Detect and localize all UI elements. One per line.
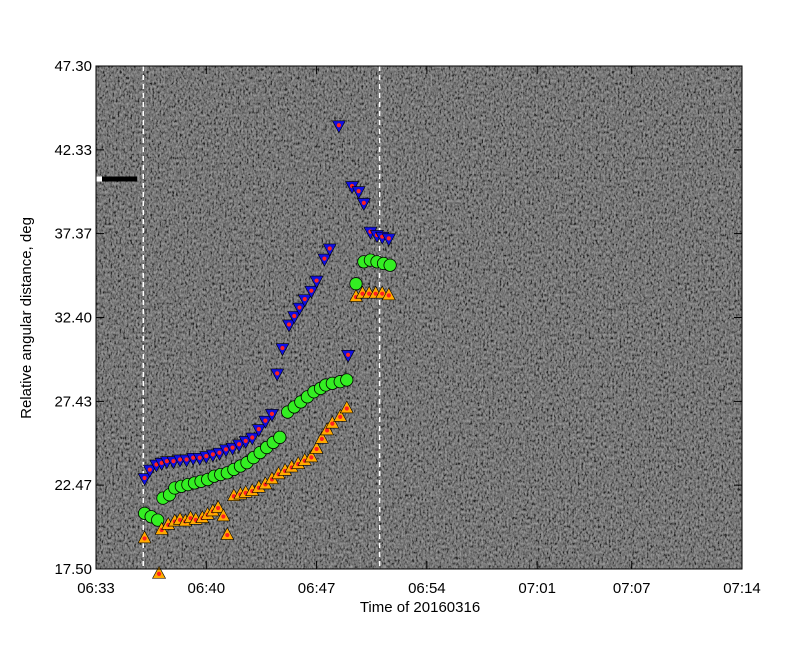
y-tick-label: 42.33 xyxy=(54,142,92,159)
data-point-triangle-down-center xyxy=(386,236,391,241)
data-point-triangle-up-center xyxy=(319,436,324,441)
off-plot-markers xyxy=(152,565,167,579)
data-point-triangle-up-center xyxy=(373,291,378,296)
x-tick-label: 06:40 xyxy=(188,580,226,597)
x-axis-ticks: 06:33 06:40 06:47 06:54 07:01 07:07 07:14 xyxy=(77,66,761,597)
x-tick-label: 07:07 xyxy=(613,580,651,597)
data-point-triangle-up-center xyxy=(344,406,349,411)
data-point-triangle-down-center xyxy=(159,460,164,465)
data-point-triangle-down-center xyxy=(314,278,319,283)
data-point-triangle-down-center xyxy=(197,455,202,460)
y-axis-ticks: 17.50 22.47 27.43 32.40 37.37 42.33 47.30 xyxy=(54,58,742,578)
data-point-triangle-down-center xyxy=(177,457,183,462)
data-point-triangle-down-center xyxy=(269,411,275,416)
x-tick-label: 06:47 xyxy=(298,580,336,597)
data-point-triangle-down-center xyxy=(217,450,222,455)
data-point-triangle-down-center xyxy=(147,467,152,472)
data-point-circle xyxy=(383,258,397,272)
x-tick-label: 07:01 xyxy=(518,580,556,597)
x-tick-label: 06:33 xyxy=(77,580,115,597)
x-axis-title: Time of 20160316 xyxy=(360,599,480,616)
data-point-triangle-down-center xyxy=(223,447,229,452)
data-point-triangle-down-center xyxy=(356,188,361,194)
data-point-triangle-down-center xyxy=(256,426,261,432)
data-point-triangle-up-center xyxy=(225,532,230,538)
data-point-triangle-down-center xyxy=(292,313,297,319)
data-point-triangle-up-center xyxy=(309,455,314,460)
data-point-triangle-down-center xyxy=(142,475,147,481)
data-point-triangle-down-center xyxy=(280,345,285,351)
series-layer xyxy=(137,120,397,544)
plot-background xyxy=(96,66,742,569)
series-circle xyxy=(137,253,397,527)
data-point-triangle-down-center xyxy=(250,435,255,440)
data-point-circle xyxy=(349,277,363,291)
series-triangle-up xyxy=(137,285,396,544)
data-point-triangle-up-center xyxy=(380,291,385,296)
y-axis-title: Relative angular distance, deg xyxy=(18,217,35,419)
vertical-marker-lines xyxy=(142,66,381,569)
y-tick-label: 37.37 xyxy=(54,226,92,243)
data-point-circle xyxy=(273,430,287,444)
y-tick-label: 47.30 xyxy=(54,58,92,75)
data-point-triangle-down-center xyxy=(297,305,302,310)
data-point-triangle-down-center xyxy=(164,459,170,464)
data-point-triangle-down-center xyxy=(302,297,307,302)
data-point-triangle-down-center xyxy=(309,288,314,293)
y-tick-label: 17.50 xyxy=(54,561,92,578)
data-point-triangle-down-center xyxy=(336,123,342,128)
data-point-triangle-up-center xyxy=(221,514,226,519)
data-point-triangle-down-center xyxy=(361,200,366,206)
data-point-triangle-down-center xyxy=(191,455,196,460)
data-point-triangle-down-center xyxy=(327,246,332,251)
data-point-triangle-up-center xyxy=(142,536,147,541)
data-point-triangle-down-center xyxy=(184,457,189,462)
data-point-triangle-down-center xyxy=(230,445,235,450)
data-point-triangle-down-center xyxy=(171,459,176,464)
x-tick-label: 06:54 xyxy=(408,580,446,597)
data-point-triangle-down-center xyxy=(210,452,215,457)
data-point-triangle-down-center xyxy=(286,322,292,327)
data-point-triangle-up-center xyxy=(386,293,391,298)
data-point-triangle-up-center xyxy=(360,291,365,296)
data-point-triangle-down-center xyxy=(263,418,268,423)
data-point-triangle-down-center xyxy=(275,371,280,376)
data-point-triangle-up-center xyxy=(177,517,183,522)
y-tick-label: 27.43 xyxy=(54,393,92,410)
data-point-triangle-up-center xyxy=(314,446,319,452)
data-point-triangle-down-center xyxy=(154,462,159,467)
data-point-triangle-up-center xyxy=(216,505,221,511)
data-point-triangle-down-center xyxy=(237,442,242,447)
off-plot-triangle-up-center xyxy=(156,571,162,576)
data-point-circle xyxy=(340,373,354,387)
data-point-triangle-down-center xyxy=(243,438,248,444)
data-point-triangle-down-center xyxy=(322,256,327,261)
series-triangle-down xyxy=(137,120,396,487)
y-tick-label: 32.40 xyxy=(54,310,92,327)
data-point-triangle-down-center xyxy=(204,453,209,459)
data-point-circle xyxy=(151,513,165,527)
data-point-triangle-up-center xyxy=(324,428,330,433)
data-point-triangle-up-center xyxy=(188,516,193,521)
data-point-triangle-up-center xyxy=(338,414,343,419)
x-tick-label: 07:14 xyxy=(723,580,761,597)
data-point-triangle-up-center xyxy=(330,421,335,426)
y-tick-label: 22.47 xyxy=(54,477,92,494)
data-point-triangle-up-center xyxy=(367,291,372,296)
data-point-triangle-down-center xyxy=(345,352,351,357)
